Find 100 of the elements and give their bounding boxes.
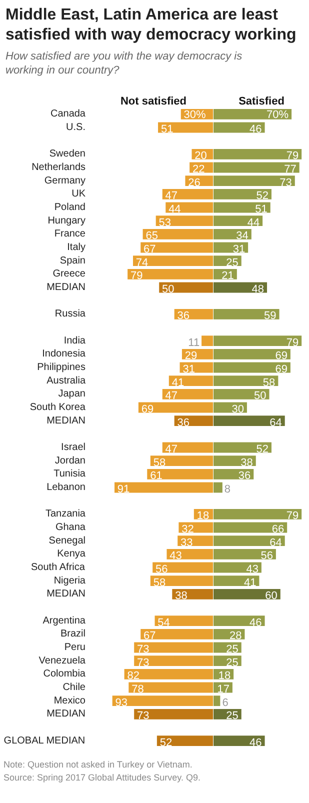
data-label: 91 [117, 484, 130, 496]
data-label: 46 [250, 616, 262, 629]
y-tick-label: MEDIAN [46, 708, 86, 720]
data-label: 30 [232, 404, 244, 416]
data-label: 77 [284, 164, 296, 176]
data-label: 44 [247, 216, 260, 229]
data-label: 93 [115, 696, 128, 709]
data-label: 43 [170, 550, 182, 562]
data-label: 79 [130, 270, 143, 282]
data-label: 32 [182, 524, 194, 536]
data-label: 41 [172, 376, 184, 389]
data-label: 38 [240, 456, 253, 469]
data-label: 21 [222, 270, 234, 282]
data-label: 48 [252, 284, 264, 296]
y-tick-label: Netherlands [32, 162, 86, 173]
data-label: 44 [168, 204, 181, 216]
y-tick-label: Senegal [48, 535, 86, 546]
data-label: 51 [255, 204, 268, 216]
y-tick-label: Chile [62, 682, 86, 693]
data-label: 36 [238, 470, 251, 482]
data-label: 70% [266, 109, 289, 122]
data-label: 60 [265, 590, 278, 602]
data-label: 66 [272, 524, 284, 536]
data-label: 34 [236, 230, 248, 242]
y-tick-label: Kenya [57, 548, 86, 560]
data-label: 65 [146, 230, 158, 242]
y-tick-label: South Africa [31, 562, 86, 573]
data-label: 38 [175, 590, 188, 602]
y-tick-label: Venezuela [38, 655, 86, 666]
data-label: 78 [132, 684, 144, 696]
data-label: 79 [286, 510, 299, 522]
data-label: 58 [153, 456, 166, 469]
data-label: 25 [226, 656, 238, 669]
data-label: 74 [136, 256, 148, 269]
y-tick-label: Hungary [48, 215, 86, 226]
y-tick-label: MEDIAN [46, 282, 86, 293]
y-tick-label: Brazil [60, 628, 86, 640]
y-tick-label: GLOBAL MEDIAN [4, 735, 86, 746]
data-label: 25 [226, 710, 238, 722]
bar [202, 336, 213, 346]
x-axis-title: Satisfied [238, 96, 284, 108]
y-tick-label: Russia [54, 308, 86, 320]
data-label: 17 [217, 684, 230, 696]
data-label: 30% [184, 109, 206, 122]
data-label: 56 [156, 564, 168, 576]
data-label: 82 [127, 670, 140, 682]
data-label: 58 [153, 576, 166, 589]
data-label: 20 [194, 150, 207, 162]
y-tick-label: India [64, 335, 86, 346]
y-tick-label: France [54, 228, 86, 240]
y-tick-label: Lebanon [46, 482, 86, 493]
data-label: 43 [246, 564, 258, 576]
text: Note: Question not asked in Turkey or Vietnam. [4, 760, 192, 770]
y-tick-label: Germany [44, 175, 86, 186]
data-label: 52 [256, 444, 268, 456]
chart-title: Middle East, Latin America are least satisfied with way democracy working [6, 6, 296, 44]
y-tick-label: Ghana [55, 522, 86, 533]
chart-subtitle: How satisfied are you with the way democracy is working in our country? [6, 50, 243, 76]
data-label: 69 [275, 350, 288, 362]
data-label: 36 [177, 310, 190, 322]
y-tick-label: Colombia [43, 668, 86, 680]
y-tick-label: Jordan [54, 455, 86, 466]
data-label: 79 [286, 336, 299, 349]
y-tick-label: Australia [46, 375, 86, 386]
y-tick-label: South Korea [30, 402, 86, 413]
data-label: 79 [286, 150, 299, 162]
y-tick-label: Philippines [37, 362, 86, 373]
data-label: 73 [137, 656, 150, 669]
data-label: 64 [270, 416, 282, 429]
data-label: 56 [260, 550, 273, 562]
bar [214, 482, 222, 493]
data-label: 61 [150, 470, 162, 482]
data-label: 29 [184, 350, 198, 362]
y-tick-label: MEDIAN [46, 588, 86, 600]
data-label: 54 [158, 616, 170, 629]
data-label: 67 [144, 244, 156, 256]
source-note: Source: Spring 2017 Global Attitudes Survey. Q9. [4, 772, 200, 782]
data-label: 25 [226, 256, 238, 269]
data-label: 47 [165, 390, 178, 402]
y-tick-label: Argentina [42, 615, 86, 626]
data-label: 31 [182, 364, 195, 376]
data-label: 67 [144, 630, 156, 642]
data-label: 11 [188, 336, 200, 349]
y-tick-label: Italy [67, 242, 86, 253]
y-tick-label: Tanzania [45, 508, 86, 520]
y-tick-label: Poland [54, 202, 86, 213]
data-label: 73 [137, 710, 150, 722]
data-label: 46 [250, 124, 262, 136]
data-label: 25 [226, 644, 238, 656]
data-label: 69 [141, 404, 154, 416]
data-label: 18 [218, 670, 231, 682]
y-tick-label: Sweden [49, 148, 86, 160]
data-label: 52 [160, 736, 172, 749]
y-tick-label: Mexico [54, 695, 86, 706]
x-axis-title: Not satisfied [120, 96, 187, 108]
data-label: 47 [165, 190, 178, 202]
data-label: 51 [160, 124, 174, 136]
data-label: 31 [232, 244, 246, 256]
data-label: 69 [275, 364, 288, 376]
data-label: 47 [165, 444, 178, 456]
